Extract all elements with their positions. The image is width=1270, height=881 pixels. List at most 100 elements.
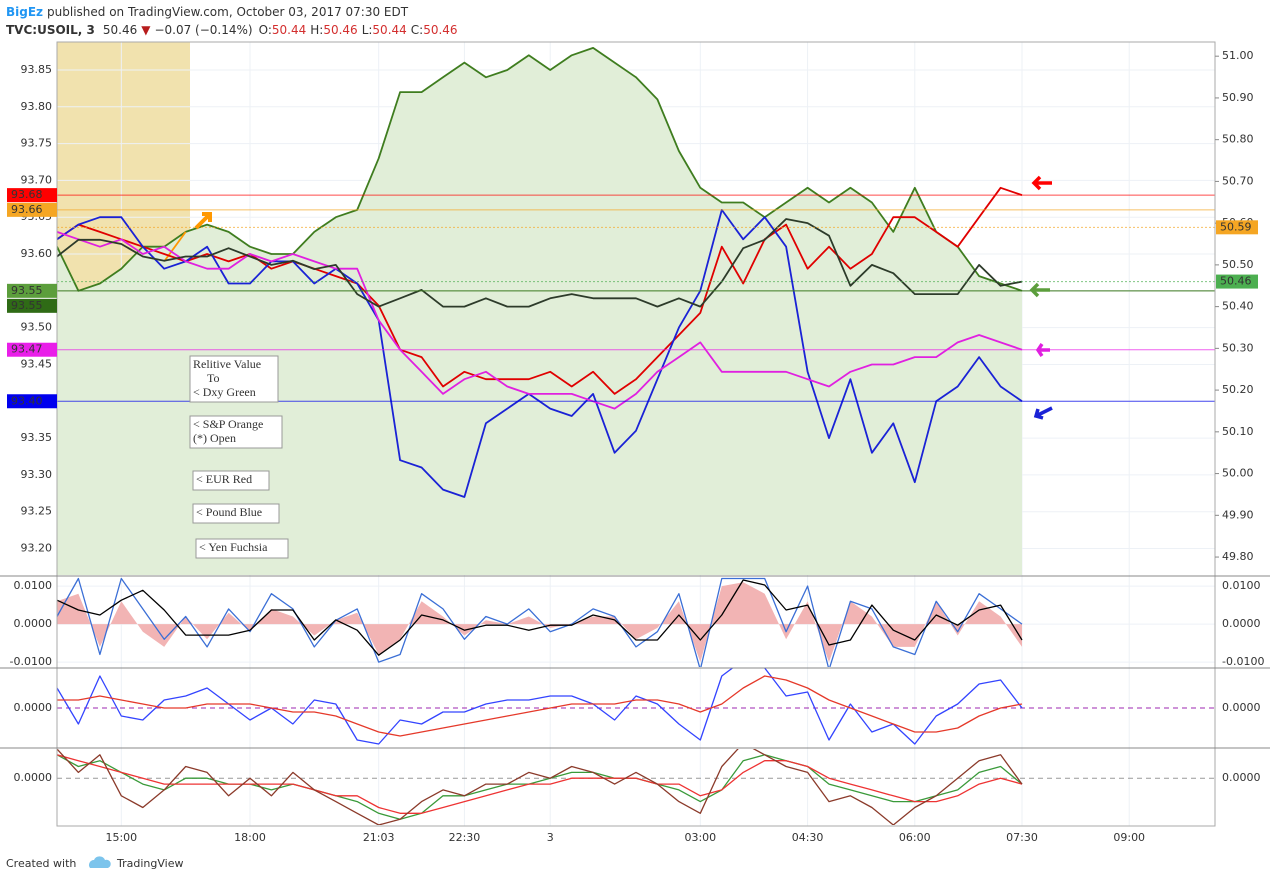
symbol: TVC:USOIL, 3 (6, 23, 95, 37)
legend-text: To (207, 371, 220, 385)
x-tick-label: 09:00 (1113, 831, 1145, 844)
y-tick-label: 93.85 (21, 63, 53, 76)
y-tick-label: 0.0000 (14, 701, 53, 714)
y-tick-label: 93.70 (21, 173, 53, 186)
price-badge (1216, 220, 1258, 235)
price-badge-label: 93.66 (11, 203, 43, 216)
ohlc-label: H: (310, 23, 323, 37)
x-tick-label: 21:03 (363, 831, 395, 844)
y2-tick-label: 50.70 (1222, 174, 1254, 187)
legend-box (195, 538, 289, 559)
line (57, 579, 1023, 656)
price-badge (1216, 274, 1258, 289)
y-tick-label: 0.0100 (14, 579, 53, 592)
legend-box (192, 503, 280, 524)
ohlc-label: L: (362, 23, 373, 37)
price-badge (7, 394, 57, 409)
line (57, 668, 1023, 745)
y2-tick-label: 50.10 (1222, 425, 1254, 438)
legend-text: < Pound Blue (196, 505, 262, 519)
legend-text: Relitive Value (193, 357, 261, 371)
footer-brand[interactable]: TradingView (116, 857, 183, 870)
ohlc-label: C: (411, 23, 423, 37)
ohlc-label: O: (259, 23, 272, 37)
publish-line: BigEz published on TradingView.com, Octob… (6, 5, 409, 19)
y2-tick-label: 51.00 (1222, 49, 1254, 62)
y2-tick-label: 50.30 (1222, 341, 1254, 354)
price-badge-label: 93.47 (11, 343, 43, 356)
arrow (1031, 175, 1052, 191)
price-badge-label: 50.46 (1220, 275, 1252, 288)
y2-tick-label: 50.20 (1222, 383, 1254, 396)
quote-line: TVC:USOIL, 3 50.46 ▼ −0.07 (−0.14%) O:50.44 H… (6, 23, 458, 37)
x-tick-label: 22:30 (449, 831, 481, 844)
legend-text: < Yen Fuchsia (199, 540, 268, 554)
x-tick-label: 15:00 (105, 831, 137, 844)
line (163, 231, 187, 262)
x-tick-label: 06:00 (899, 831, 931, 844)
price-badge-label: 93.40 (11, 394, 43, 407)
pane (57, 577, 1215, 667)
brand-icon (88, 856, 111, 868)
line (57, 749, 1023, 825)
price-badge (7, 283, 57, 298)
y-tick-label: -0.0100 (10, 655, 52, 668)
legend-box (189, 415, 283, 449)
last-price: 50.46 (103, 23, 137, 37)
y2-tick-label: 49.80 (1222, 550, 1254, 563)
y-tick-label: 0.0000 (14, 617, 53, 630)
y2-tick-label: 50.90 (1222, 91, 1254, 104)
y-tick-label: 93.30 (21, 468, 53, 481)
legend-text: < S&P Orange (193, 417, 263, 431)
y2-tick-label: 50.80 (1222, 133, 1254, 146)
y2-tick-label: 49.90 (1222, 508, 1254, 521)
published: published on TradingView.com, October 03… (47, 5, 409, 19)
price-badge (7, 298, 57, 313)
y2-tick-label: 50.50 (1222, 258, 1254, 271)
y-tick-label: 0.0000 (14, 771, 53, 784)
x-tick-label: 18:00 (234, 831, 266, 844)
ohlc-value: 50.44 (372, 23, 406, 37)
line (57, 186, 1023, 395)
footer-text: Created with (6, 857, 76, 870)
y2-tick-label: 50.00 (1222, 467, 1254, 480)
price-badge-label: 50.59 (1220, 220, 1252, 233)
arrow (1035, 343, 1050, 357)
line (57, 577, 1023, 667)
legend-box (192, 470, 270, 491)
x-tick-label: 03:00 (684, 831, 716, 844)
price-badge-label: 93.55 (11, 284, 43, 297)
plot-layers (57, 42, 1215, 826)
pane (57, 668, 1215, 745)
pane (57, 47, 1215, 575)
ohlc-value: 50.44 (272, 23, 306, 37)
price-badge (7, 188, 57, 203)
y-tick-label: 93.25 (21, 505, 53, 518)
author: BigEz (6, 5, 43, 19)
x-tick-label: 07:30 (1006, 831, 1038, 844)
price-badge (7, 202, 57, 217)
change-arrow: ▼ (141, 23, 151, 37)
y-tick-label: 93.50 (21, 321, 53, 334)
legend-text: < Dxy Green (193, 385, 256, 399)
area (57, 47, 1022, 575)
price-badge-label: 93.68 (11, 188, 43, 201)
y2-tick-label: 0.0000 (1222, 701, 1261, 714)
x-tick-label: 3 (547, 831, 554, 844)
arrow (1033, 406, 1053, 420)
y-tick-label: 93.20 (21, 541, 53, 554)
x-tick-label: 04:30 (792, 831, 824, 844)
line (57, 754, 1023, 820)
y2-tick-label: 0.0000 (1222, 771, 1261, 784)
arrow (1029, 282, 1050, 298)
y2-tick-label: 50.40 (1222, 300, 1254, 313)
ohlc-value: 50.46 (423, 23, 457, 37)
line (57, 231, 1023, 410)
line (57, 218, 1023, 308)
y-tick-label: 93.80 (21, 100, 53, 113)
y-tick-label: 93.75 (21, 137, 53, 150)
legend-text: < EUR Red (196, 472, 252, 486)
legend-text: (*) Open (193, 431, 236, 445)
